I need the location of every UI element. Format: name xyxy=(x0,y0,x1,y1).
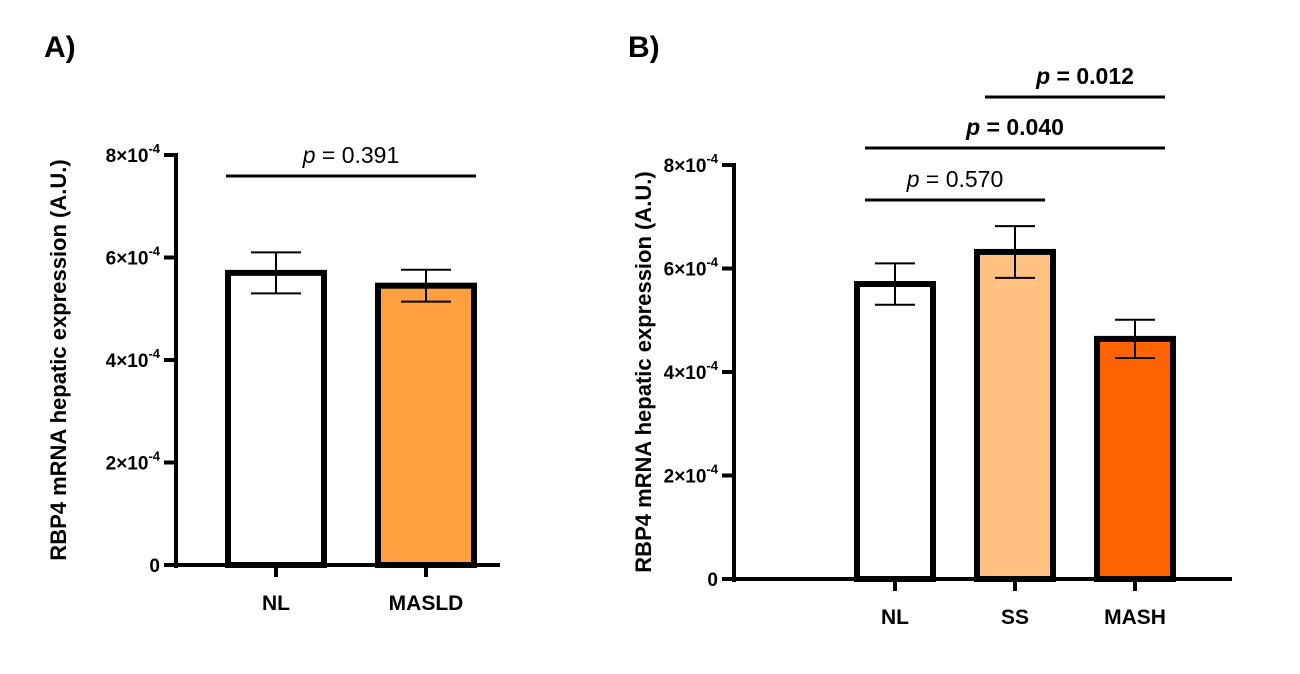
y-tick-label: 4×10-4 xyxy=(664,358,719,384)
panel-label-a: A) xyxy=(44,31,76,64)
y-tick-label: 4×10-4 xyxy=(106,346,161,372)
bar-ss xyxy=(974,248,1056,582)
x-tick-label-nl: NL xyxy=(881,606,909,629)
y-tick-label: 0 xyxy=(707,570,718,591)
p-value-label: p = 0.012 xyxy=(1035,63,1134,89)
chart-panel-a: RBP4 mRNA hepatic expression (A.U.) 0 2×10… xyxy=(46,141,500,615)
bar-nl xyxy=(854,281,936,582)
chart-panel-b: RBP4 mRNA hepatic expression (A.U.) 0 2×10… xyxy=(631,63,1232,629)
x-tick-label-mash: MASH xyxy=(1104,606,1166,629)
x-tick-label-ss: SS xyxy=(1001,606,1029,629)
bar-mash xyxy=(1094,335,1176,582)
bar-nl xyxy=(225,269,327,568)
y-axis-label: RBP4 mRNA hepatic expression (A.U.) xyxy=(46,159,71,560)
x-tick-label-masld: MASLD xyxy=(389,592,464,615)
p-value-label: p = 0.040 xyxy=(965,114,1064,140)
y-tick-label: 2×10-4 xyxy=(664,462,719,488)
y-tick-label: 2×10-4 xyxy=(106,449,161,475)
y-tick-label: 6×10-4 xyxy=(106,244,161,270)
y-tick-label: 8×10-4 xyxy=(106,141,161,167)
y-axis-label: RBP4 mRNA hepatic expression (A.U.) xyxy=(631,171,656,572)
x-tick-label-nl: NL xyxy=(262,592,290,615)
panel-label-b: B) xyxy=(628,31,660,64)
y-tick-label: 8×10-4 xyxy=(664,151,719,177)
y-tick-label: 0 xyxy=(149,556,160,577)
p-value-label: p = 0.391 xyxy=(302,142,400,168)
p-value-label: p = 0.570 xyxy=(906,166,1004,192)
y-tick-label: 6×10-4 xyxy=(664,255,719,281)
bar-masld xyxy=(375,282,477,568)
